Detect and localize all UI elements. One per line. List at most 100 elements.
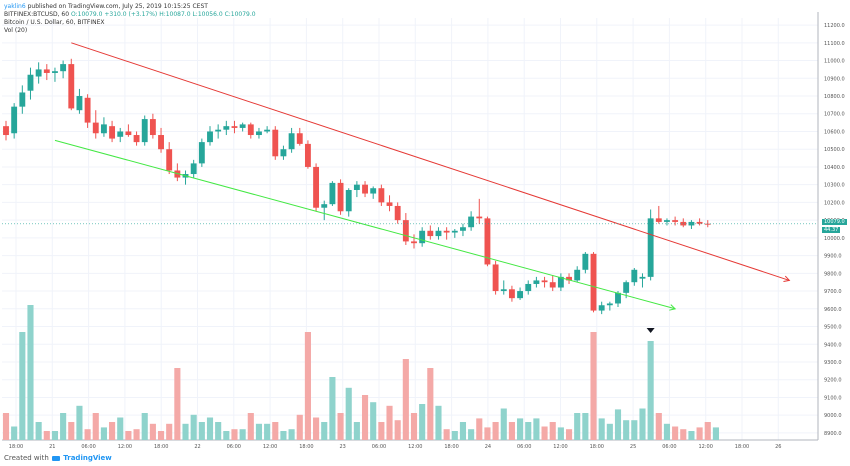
volume-bar	[35, 422, 42, 440]
candle-body	[557, 276, 564, 288]
volume-bar	[190, 414, 197, 440]
volume-bar	[712, 427, 719, 440]
volume-bar	[672, 426, 679, 440]
price-tick-label: 10600.0	[824, 129, 845, 135]
volume-bar	[525, 422, 532, 440]
candle-body	[296, 133, 303, 144]
candle-body	[639, 276, 646, 279]
volume-bar	[549, 422, 556, 440]
volume-bar	[508, 422, 515, 440]
volume-bar	[696, 427, 703, 440]
candle-body	[84, 97, 91, 123]
volume-bar	[443, 429, 450, 440]
candle-body	[215, 129, 222, 132]
candle-body	[231, 126, 238, 128]
volume-bar	[100, 427, 107, 440]
candle-body	[92, 122, 99, 134]
candle-body	[623, 282, 630, 293]
candle-body	[256, 131, 262, 136]
volume-bar	[198, 422, 205, 440]
candle-body	[672, 220, 679, 222]
volume-bar	[345, 387, 352, 440]
volume-bar	[541, 426, 548, 440]
volume-bar	[663, 423, 671, 440]
price-tick-label: 9800.0	[824, 271, 842, 277]
candle-body	[394, 205, 401, 221]
support-arrow-icon	[669, 304, 677, 311]
candle-body	[508, 289, 515, 299]
volume-bar	[361, 395, 369, 440]
volume-bar	[68, 422, 75, 440]
price-tick-label: 9200.0	[824, 378, 842, 384]
candle-body	[378, 188, 385, 203]
x-tick-label: 21	[49, 444, 55, 450]
volume-bar	[370, 402, 377, 440]
price-tick-label: 9500.0	[824, 325, 842, 331]
candle-body	[688, 221, 695, 226]
volume-bar	[557, 427, 564, 440]
candle-body	[158, 135, 164, 150]
candle-body	[582, 253, 589, 270]
candle-body	[541, 280, 548, 283]
volume-bar	[476, 418, 483, 440]
candle-body	[288, 133, 295, 150]
publish-info: published on TradingView.com, July 25, 2…	[27, 3, 208, 10]
price-tick-label: 10400.0	[824, 165, 845, 171]
volume-bar	[166, 423, 173, 440]
volume-bar	[264, 423, 271, 440]
volume-bar	[337, 413, 344, 440]
candle-body	[500, 289, 507, 292]
tradingview-logo-icon	[52, 455, 61, 461]
candle-body	[427, 230, 434, 237]
volume-bar	[288, 429, 295, 440]
ohlc-high: H:10087.0	[159, 11, 191, 18]
candle-body	[647, 218, 654, 277]
candle-body	[435, 230, 442, 237]
x-tick-label: 12:00	[118, 444, 132, 450]
volume-bar	[223, 431, 230, 440]
volume-bar	[76, 405, 83, 440]
support-trendline	[54, 139, 676, 310]
volume-bar	[655, 413, 662, 440]
candle-body	[598, 305, 605, 311]
candle-body	[198, 142, 205, 164]
candle-body	[304, 143, 311, 167]
price-tick-label: 9000.0	[824, 413, 842, 419]
candle-body	[615, 292, 621, 304]
volume-bar	[582, 413, 589, 440]
tradingview-brand[interactable]: TradingView	[63, 454, 112, 462]
candle-body	[27, 74, 34, 91]
x-tick-label: 12:00	[263, 444, 277, 450]
price-tick-label: 10800.0	[824, 94, 845, 100]
candle-body	[149, 119, 156, 136]
volume-bar	[149, 423, 156, 440]
volume-bar	[680, 429, 687, 440]
price-tick-label: 9400.0	[824, 342, 842, 348]
price-tick-label: 10300.0	[824, 183, 845, 189]
author-name[interactable]: yaklin6	[4, 3, 26, 10]
volume-bar	[329, 377, 336, 440]
volume-bar	[517, 418, 524, 440]
price-tick-label: 9100.0	[824, 395, 842, 401]
candle-body	[402, 220, 409, 242]
candle-body	[533, 280, 540, 284]
x-tick-label: 24	[485, 444, 491, 450]
volume-bar	[484, 427, 491, 440]
footer: Created with TradingView	[4, 454, 112, 462]
candle-body	[631, 269, 638, 283]
candle-body	[345, 189, 352, 212]
price-tick-label: 10700.0	[824, 112, 845, 118]
publish-line: yaklin6 published on TradingView.com, Ju…	[4, 3, 208, 10]
candle-body	[655, 218, 662, 222]
volume-bar	[19, 332, 26, 440]
volume-label: Vol (20)	[4, 27, 28, 34]
resistance-arrow-icon	[783, 275, 791, 282]
volume-bar	[141, 413, 148, 440]
candle-body	[11, 106, 18, 134]
candle-body	[280, 149, 287, 157]
candle-body	[419, 230, 426, 244]
resistance-trendline	[71, 42, 790, 281]
candle-body	[370, 188, 377, 194]
volume-bar	[353, 422, 360, 440]
